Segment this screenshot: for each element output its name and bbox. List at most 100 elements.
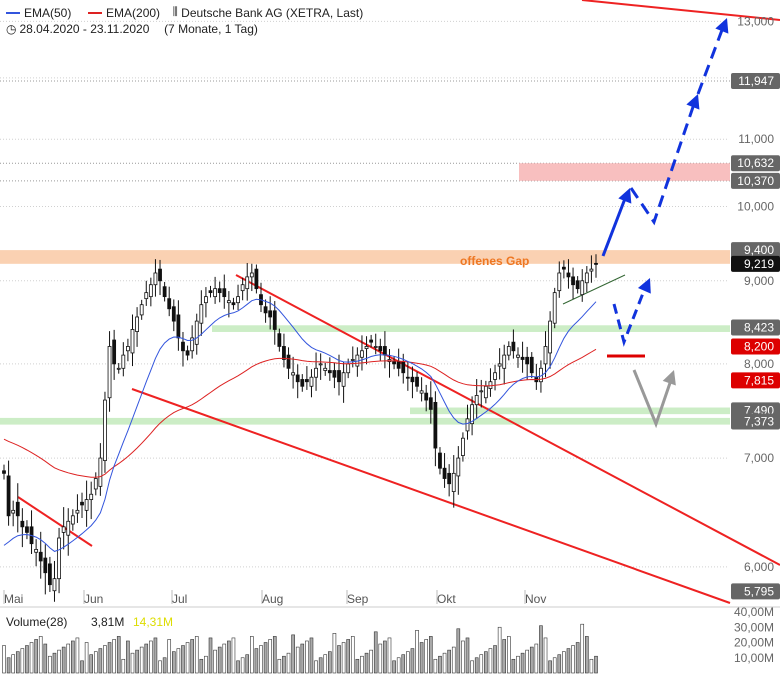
price-tag-label: 9,219: [744, 257, 774, 271]
volume-bar: [433, 658, 438, 674]
candle: [130, 329, 135, 354]
volume-bar: [534, 643, 539, 674]
candle: [561, 266, 566, 270]
volume-bar: [314, 660, 318, 674]
candle: [254, 268, 259, 290]
volume-bar: [80, 660, 84, 674]
trendlines: [17, 0, 780, 604]
candle: [171, 306, 176, 322]
gap-zone: [0, 250, 730, 264]
volume-bar: [428, 636, 433, 674]
volume-bar: [355, 658, 360, 674]
candle: [479, 390, 484, 393]
volume-bar: [360, 655, 364, 674]
candle: [401, 361, 406, 374]
volume-bar: [575, 642, 580, 674]
candle: [162, 286, 167, 298]
volume-bar: [580, 623, 585, 674]
candle: [304, 379, 309, 383]
y-tick-label: 9,000: [744, 274, 774, 288]
candle: [199, 304, 204, 324]
volume-bar: [263, 642, 268, 674]
candle: [84, 499, 89, 511]
candle: [442, 467, 447, 479]
volume-bar: [387, 637, 392, 674]
volume-bar: [208, 637, 213, 674]
candle: [571, 276, 575, 286]
candle: [2, 470, 6, 474]
candle: [465, 418, 470, 432]
candle: [309, 376, 314, 387]
candle: [57, 537, 61, 580]
volume-bar: [227, 640, 231, 674]
price-tag: [731, 72, 780, 89]
support-zone: [410, 407, 730, 415]
candle: [135, 316, 139, 332]
volume-bar: [282, 655, 286, 674]
candle: [144, 292, 149, 300]
ema50-label: EMA(50): [24, 5, 72, 20]
arrow-head: [715, 18, 729, 34]
candle: [70, 515, 75, 525]
candle: [249, 272, 254, 278]
candle: [112, 339, 117, 365]
candle: [213, 288, 218, 298]
candle: [176, 314, 181, 339]
candle: [483, 385, 488, 399]
projection-arrow: [696, 29, 724, 95]
candle: [497, 363, 502, 367]
candle: [557, 272, 562, 292]
volume-bar: [442, 652, 447, 674]
volume-bar: [378, 643, 383, 674]
volume-bar: [520, 652, 525, 674]
candle: [245, 276, 250, 290]
volume-bar: [474, 657, 479, 674]
candle: [263, 306, 268, 314]
candle: [190, 337, 195, 352]
candle: [126, 346, 130, 352]
candle: [327, 370, 332, 374]
volume-bar: [15, 651, 20, 674]
candle: [148, 284, 153, 298]
volume-bar: [268, 639, 272, 674]
candle: [323, 367, 328, 371]
candle: [575, 280, 580, 290]
candle: [433, 401, 438, 449]
ema200-label: EMA(200): [106, 5, 161, 20]
candle: [502, 354, 507, 369]
candle: [89, 493, 94, 500]
y-tick-label: 8,000: [744, 357, 774, 371]
price-tag-label: 8,200: [744, 339, 774, 353]
volume-bar: [139, 646, 144, 674]
volume-bar: [525, 649, 529, 674]
candle: [520, 356, 525, 360]
period-range: 28.04.2020 - 23.11.2020: [19, 21, 150, 36]
support-zone: [0, 417, 730, 425]
price-tag: [731, 155, 780, 172]
support-zone: [212, 325, 730, 332]
volume-bar: [461, 640, 465, 674]
candle: [456, 457, 461, 477]
volume-bar: [286, 652, 291, 674]
volume-bar: [497, 626, 502, 674]
volume-bar: [25, 645, 29, 674]
price-tag-label: 9,400: [744, 243, 774, 257]
volume-bar: [116, 636, 121, 674]
x-axis: Mai Jun Jul Aug Sep Okt Nov: [3, 590, 546, 606]
candle: [470, 404, 474, 425]
volume-bar: [350, 636, 355, 674]
volume-bar: [66, 643, 71, 674]
volume-bar: [43, 643, 48, 674]
volume-bar: [323, 654, 328, 674]
volume-bar: [29, 642, 34, 674]
volume-bar: [48, 655, 52, 674]
price-tag-label: 10,370: [737, 174, 774, 188]
price-tag: [731, 338, 780, 355]
x-tick-label: Mai: [4, 592, 23, 606]
candle: [268, 310, 273, 318]
trend-line: [581, 0, 780, 21]
volume-bar: [121, 658, 126, 674]
price-tag: [731, 255, 780, 272]
candle: [364, 346, 369, 350]
